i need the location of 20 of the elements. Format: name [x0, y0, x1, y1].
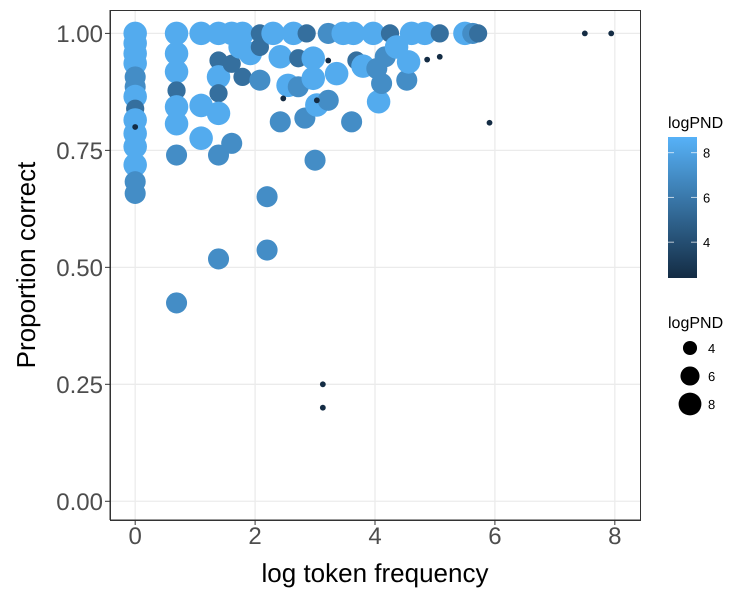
legend-title: logPND	[668, 315, 724, 332]
legend-label: 6	[708, 369, 716, 384]
x-tick-label: 0	[128, 523, 142, 550]
legend-label: 8	[708, 397, 716, 412]
color-bar-label: 8	[703, 146, 710, 161]
x-tick-label: 6	[488, 523, 502, 550]
y-tick-label: 0.50	[56, 254, 103, 282]
x-axis-title: log token frequency	[260, 558, 490, 588]
x-tick-label: 2	[248, 523, 262, 550]
y-tick-label: 0.25	[56, 372, 103, 399]
y-axis-title: Proportion correct	[11, 162, 41, 368]
y-tick-label: 0.75	[56, 138, 103, 165]
legend-label: 4	[708, 341, 716, 356]
color-bar-label: 4	[703, 235, 710, 250]
y-tick-label: 1.00	[56, 20, 103, 48]
y-tick-label: 0.00	[56, 488, 103, 516]
color-bar-label: 6	[703, 190, 710, 206]
x-tick-label: 8	[608, 523, 622, 550]
color-bar-title: logPND	[668, 115, 724, 132]
x-tick-label: 4	[368, 523, 382, 550]
